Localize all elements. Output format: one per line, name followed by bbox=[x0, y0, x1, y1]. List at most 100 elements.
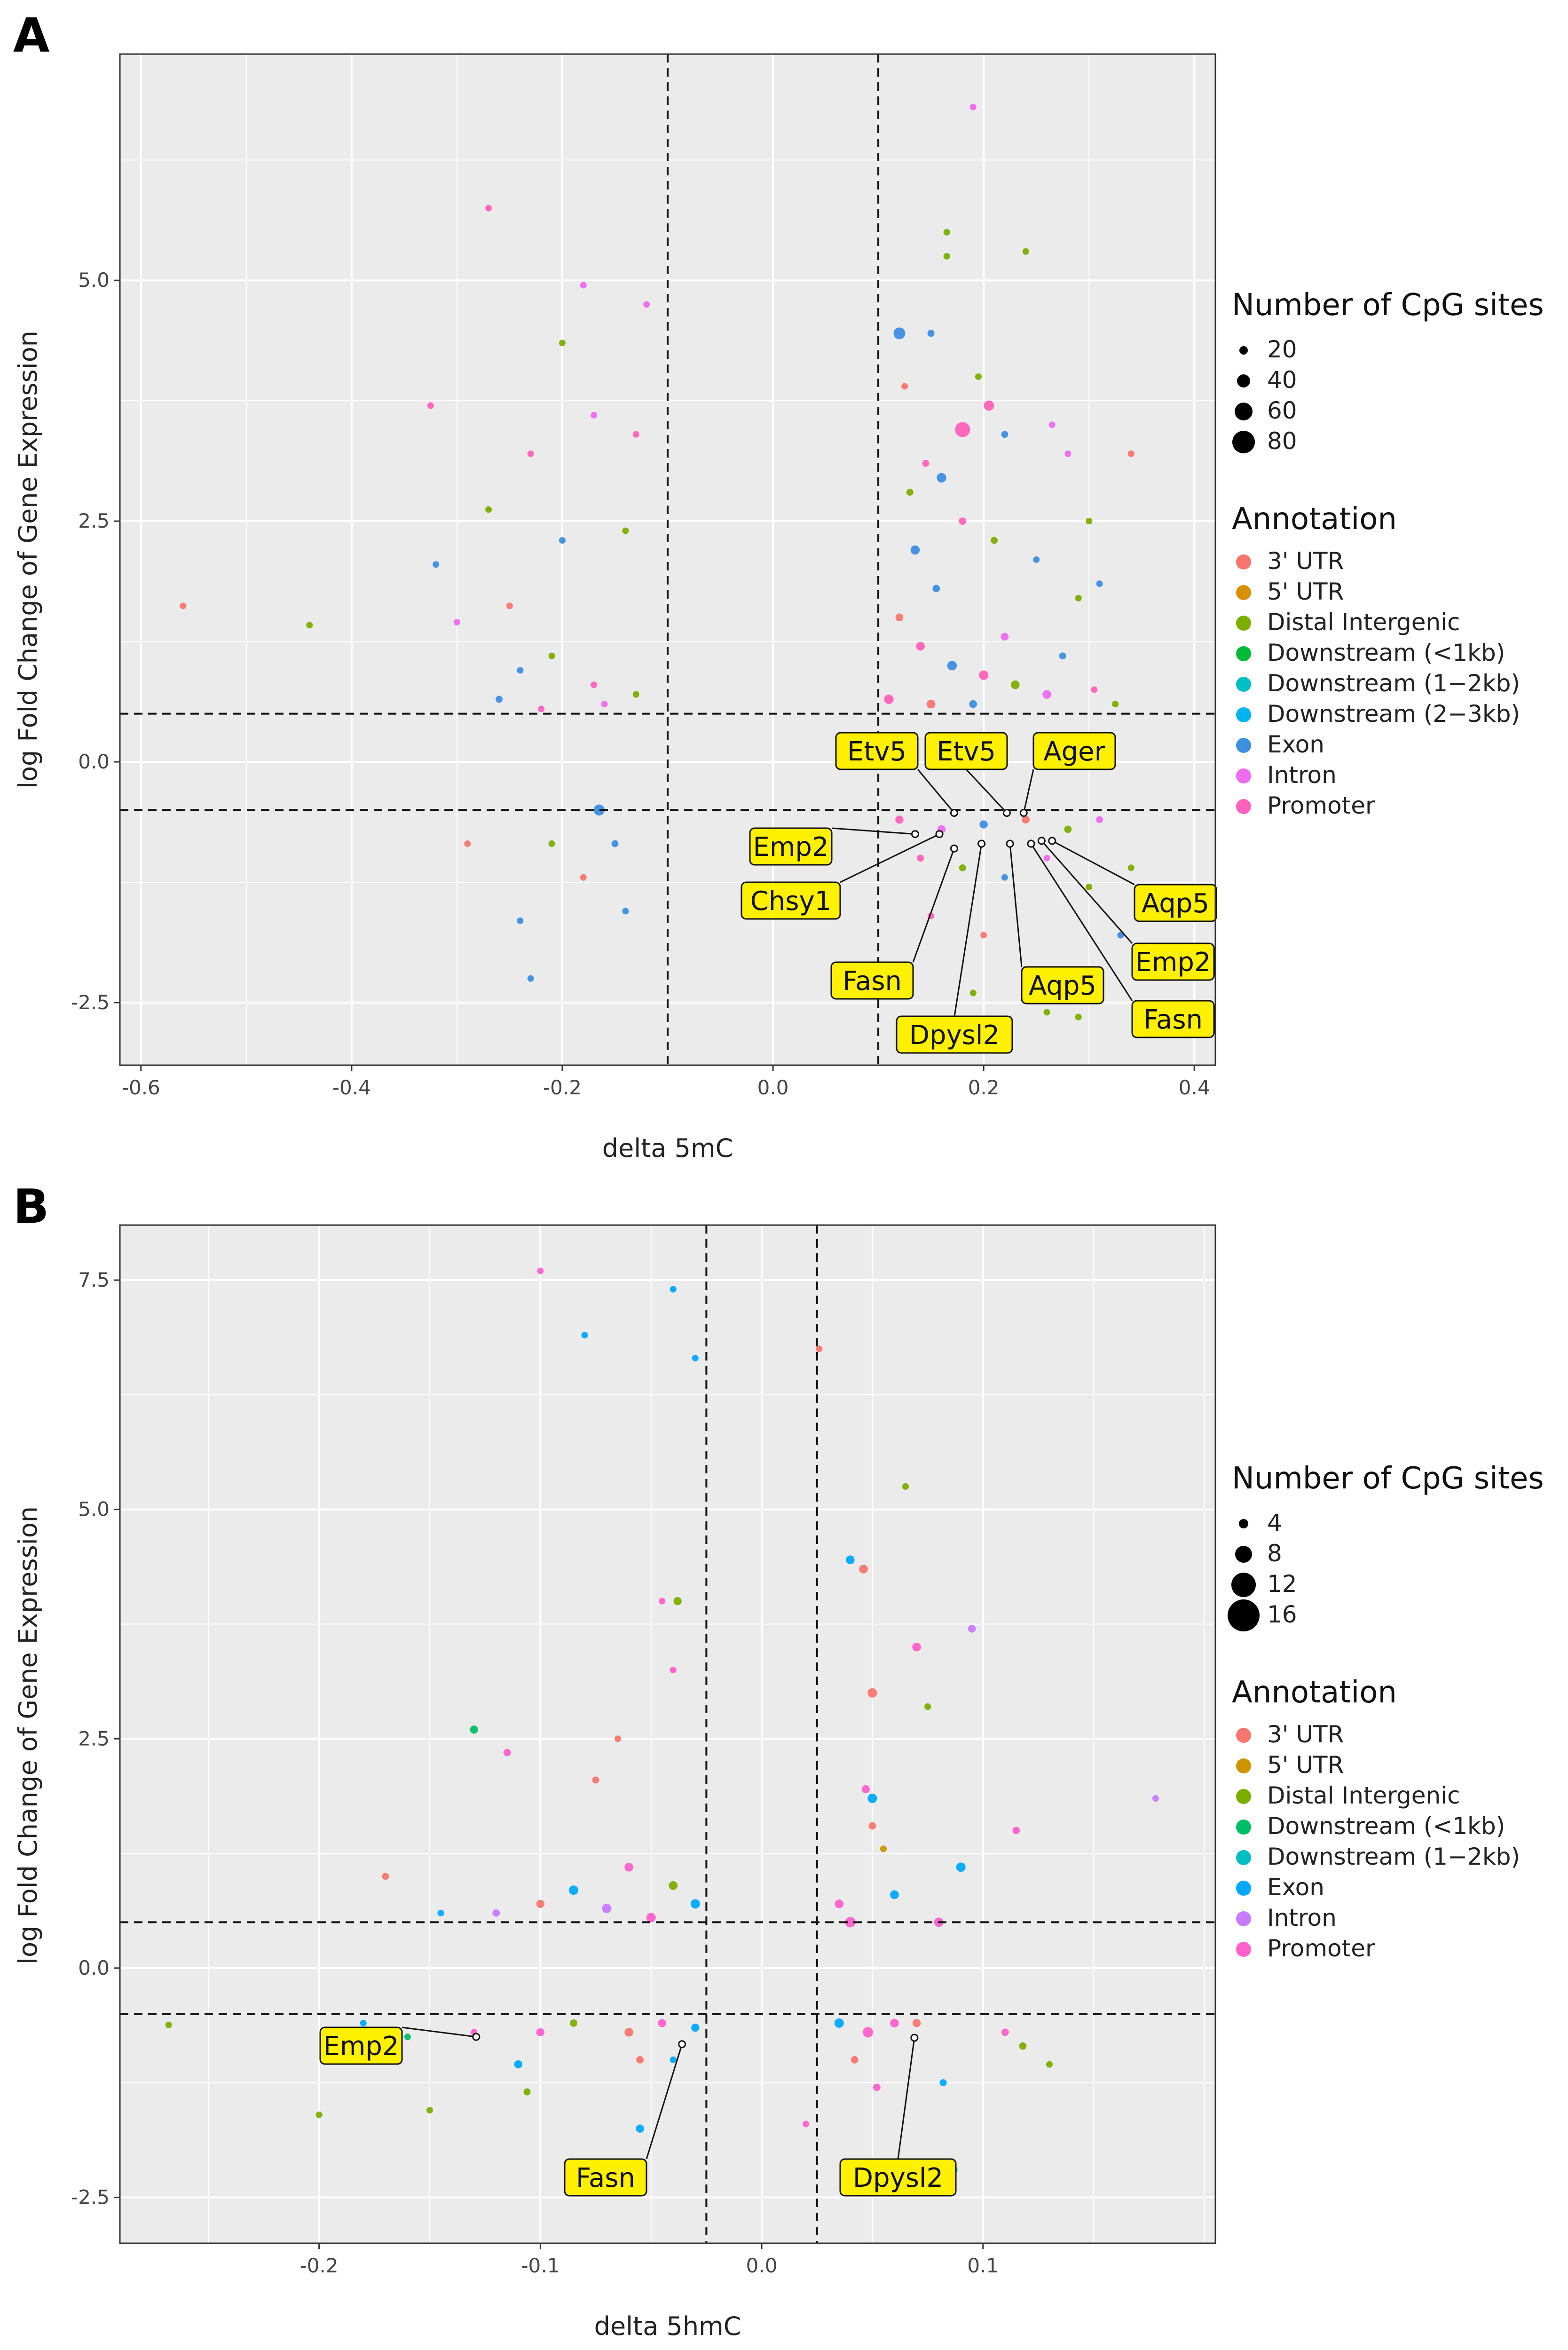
data-point-b bbox=[537, 1267, 544, 1274]
data-point-a bbox=[978, 670, 989, 680]
y-tick-label-a: 5.0 bbox=[78, 269, 110, 292]
reference-lines-b bbox=[120, 1225, 1215, 2243]
annotation-legend-title-a: Annotation bbox=[1232, 502, 1397, 537]
label-anchor-point-a bbox=[935, 830, 944, 839]
data-point-a bbox=[548, 652, 555, 659]
annotation-legend-dot-a bbox=[1236, 799, 1251, 814]
data-point-a bbox=[485, 506, 492, 513]
annotation-legend-dot-a bbox=[1236, 646, 1251, 661]
data-point-a bbox=[943, 253, 950, 260]
data-point-a bbox=[506, 602, 513, 609]
data-point-b bbox=[536, 1899, 545, 1908]
data-point-a bbox=[922, 459, 930, 467]
label-anchor-point-a bbox=[1006, 839, 1014, 848]
data-point-a bbox=[1127, 450, 1135, 457]
annotation-legend-label-a: Downstream (1−2kb) bbox=[1267, 670, 1520, 697]
data-point-b bbox=[592, 1776, 599, 1784]
data-point-a bbox=[1075, 1013, 1082, 1021]
data-point-b bbox=[636, 2124, 644, 2133]
annotation-legend-dot-a bbox=[1236, 768, 1251, 783]
data-point-b bbox=[658, 2019, 666, 2027]
leader-line-b bbox=[897, 2037, 915, 2160]
data-point-b bbox=[902, 1483, 909, 1490]
gene-labels-a: Etv5 Etv5 AgerEmp2Chsy1FasnDpysl2Aqp5Aqp5E… bbox=[741, 732, 1217, 1054]
gene-label-b: Emp2 bbox=[323, 2031, 399, 2062]
size-legend-title-a: Number of CpG sites bbox=[1232, 288, 1544, 323]
panel-b: B Emp2 Fasn Dpysl2 -0.2 -0.1 0.0 0.1 -2.5 0.0 2.… bbox=[13, 1179, 1544, 2341]
annotation-legend-label-b: Exon bbox=[1267, 1874, 1324, 1901]
leader-line-a bbox=[912, 848, 955, 963]
gene-label-box-a bbox=[830, 961, 914, 1000]
data-point-a bbox=[979, 820, 988, 829]
label-anchor-point-a bbox=[1019, 809, 1028, 817]
gene-label-box-a bbox=[1032, 732, 1116, 770]
gene-label-a: Emp2 bbox=[753, 832, 828, 862]
data-point-a bbox=[975, 373, 982, 380]
data-point-b bbox=[404, 2034, 411, 2041]
data-point-a bbox=[1127, 864, 1135, 871]
gene-label-a: Ager bbox=[1043, 736, 1105, 767]
gene-label-a: Dpysl2 bbox=[909, 1020, 1000, 1051]
size-legend-label-b: 16 bbox=[1267, 1601, 1297, 1628]
data-point-b bbox=[536, 2028, 545, 2037]
leader-line-a bbox=[1023, 769, 1034, 813]
plot-border-a bbox=[119, 53, 1216, 1066]
label-anchor-point-b bbox=[678, 2040, 686, 2049]
gene-label-box-b bbox=[319, 2026, 403, 2065]
data-point-b bbox=[803, 2121, 810, 2128]
data-point-a bbox=[611, 840, 619, 847]
size-legend-label-b: 12 bbox=[1267, 1570, 1297, 1598]
data-point-b bbox=[692, 1354, 699, 1361]
size-legend-dot-b bbox=[1235, 1546, 1252, 1563]
panel-letter-a: A bbox=[13, 8, 49, 63]
panel-a: A Etv5 Etv5 AgerEmp2Chsy1FasnDpysl2Aqp5Aqp… bbox=[13, 8, 1544, 1163]
gene-label-a: Etv5 bbox=[937, 736, 996, 767]
data-point-a bbox=[895, 613, 904, 622]
data-point-a bbox=[632, 691, 639, 698]
data-point-b bbox=[1001, 2028, 1009, 2036]
annotation-legend-dot-b bbox=[1236, 1758, 1251, 1773]
data-point-b bbox=[523, 2088, 531, 2096]
gene-label-box-a bbox=[1134, 884, 1217, 922]
data-point-b bbox=[1012, 1827, 1020, 1835]
gene-label-box-a bbox=[1131, 942, 1215, 981]
data-point-a bbox=[622, 908, 629, 915]
size-legend-title-b: Number of CpG sites bbox=[1232, 1461, 1544, 1496]
data-points-b bbox=[165, 1267, 1159, 2173]
data-point-b bbox=[834, 2018, 844, 2028]
annotation-legend-label-a: Intron bbox=[1267, 761, 1337, 789]
data-point-b bbox=[861, 1785, 870, 1794]
label-anchor-point-a bbox=[977, 839, 986, 848]
data-point-a bbox=[601, 701, 608, 708]
label-anchor-point-a bbox=[1027, 839, 1035, 848]
annotation-legend-label-a: 5' UTR bbox=[1267, 578, 1344, 605]
size-legend-label-a: 40 bbox=[1267, 366, 1297, 394]
x-tick-label-b: 0.0 bbox=[746, 2254, 778, 2277]
gene-label-a: Fasn bbox=[1143, 1005, 1203, 1035]
data-point-b bbox=[890, 2018, 899, 2028]
gene-label-box-a bbox=[1131, 1000, 1215, 1038]
data-point-b bbox=[670, 2056, 677, 2063]
annotation-legend-label-a: Exon bbox=[1267, 731, 1324, 758]
data-point-a bbox=[496, 696, 503, 703]
data-point-b bbox=[492, 1909, 500, 1917]
gene-label-box-b bbox=[564, 2158, 647, 2197]
label-anchor-point-a bbox=[911, 830, 919, 839]
y-tick-label-b: 2.5 bbox=[78, 1727, 110, 1750]
data-point-a bbox=[884, 694, 894, 704]
gene-label-box-a bbox=[924, 732, 1008, 770]
label-anchor-point-b bbox=[472, 2033, 481, 2041]
data-point-b bbox=[437, 1909, 444, 1916]
size-legend-label-a: 20 bbox=[1267, 336, 1297, 363]
data-point-a bbox=[1112, 701, 1119, 708]
annotation-legend-dot-b bbox=[1236, 1881, 1251, 1896]
gene-label-box-a bbox=[896, 1015, 1013, 1054]
data-point-b bbox=[382, 1873, 389, 1880]
data-point-a bbox=[1001, 633, 1009, 641]
leader-line-a bbox=[1030, 843, 1133, 1001]
data-point-a bbox=[306, 622, 313, 629]
leader-line-a bbox=[1052, 840, 1135, 886]
data-point-a bbox=[1001, 431, 1009, 438]
data-point-b bbox=[624, 1862, 633, 1872]
data-point-b bbox=[670, 1666, 677, 1674]
